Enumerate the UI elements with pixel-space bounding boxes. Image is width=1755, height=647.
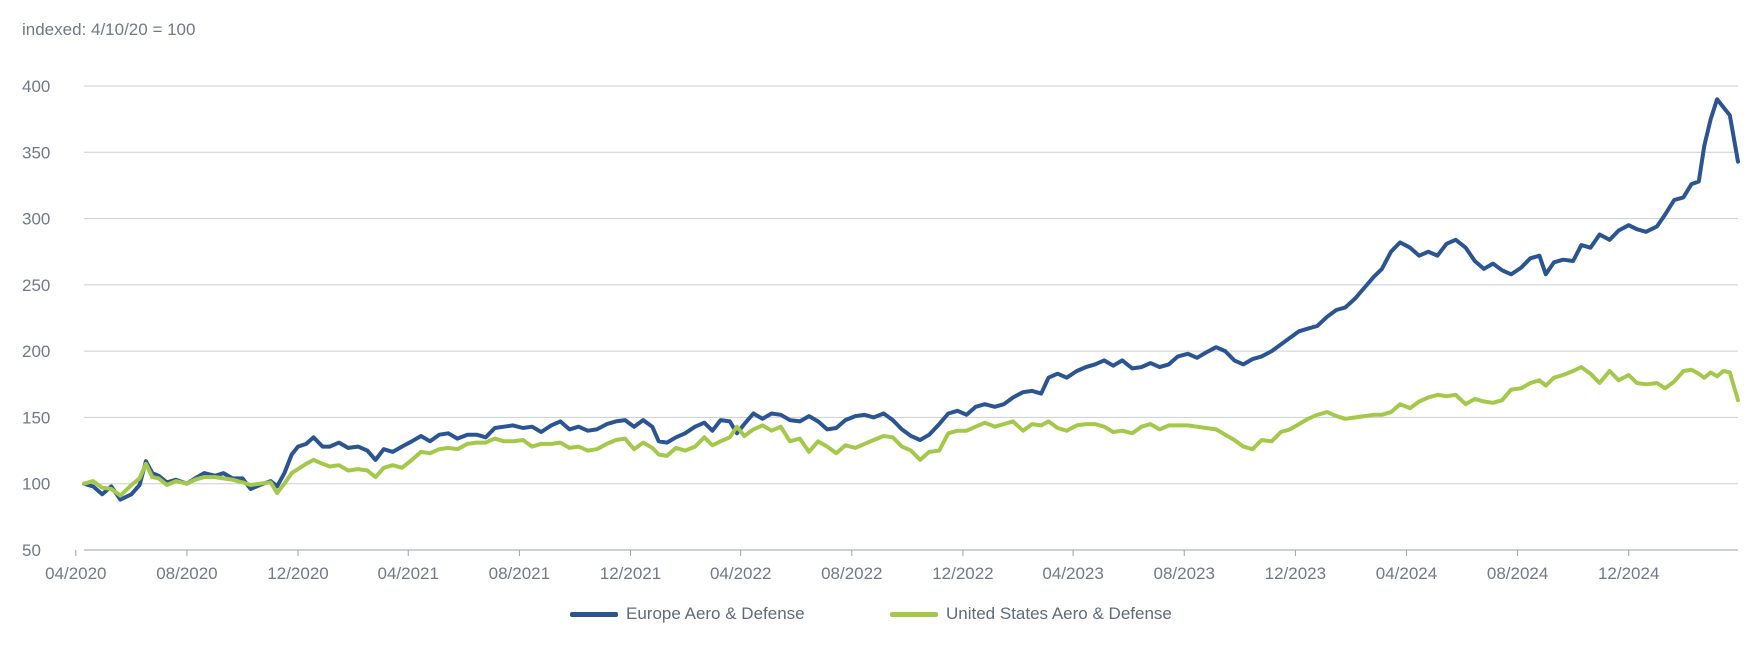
y-tick-label: 200 (22, 342, 50, 361)
x-tick-label: 12/2023 (1265, 564, 1326, 583)
legend-label-us: United States Aero & Defense (946, 604, 1172, 623)
grid-lines (84, 85, 1738, 551)
y-tick-label: 250 (22, 276, 50, 295)
y-tick-label: 50 (22, 541, 41, 560)
series-line-europe (82, 97, 1740, 502)
y-tick-label: 350 (22, 143, 50, 162)
y-tick-label: 300 (22, 210, 50, 229)
x-tick-label: 04/2020 (45, 564, 106, 583)
x-tick-label: 12/2024 (1598, 564, 1659, 583)
chart-subtitle: indexed: 4/10/20 = 100 (22, 20, 196, 39)
legend-swatch-us (890, 611, 938, 617)
x-tick-label: 04/2021 (378, 564, 439, 583)
legend-swatch-europe (570, 611, 618, 617)
y-tick-label: 150 (22, 408, 50, 427)
legend-item-europe: Europe Aero & Defense (570, 604, 805, 624)
x-tick-label: 08/2022 (821, 564, 882, 583)
series-line-us (82, 365, 1740, 498)
x-tick-label: 08/2020 (156, 564, 217, 583)
y-tick-label: 100 (22, 475, 50, 494)
y-tick-label: 400 (22, 77, 50, 96)
x-tick-label: 04/2024 (1376, 564, 1437, 583)
x-tick-label: 08/2021 (489, 564, 550, 583)
legend: Europe Aero & Defense United States Aero… (0, 604, 1755, 634)
x-tick-label: 12/2020 (267, 564, 328, 583)
x-tick-label: 04/2022 (710, 564, 771, 583)
y-axis-labels: 50 100 150 200 250 300 350 400 (22, 77, 50, 560)
x-tick-label: 08/2024 (1487, 564, 1548, 583)
series-lines (82, 97, 1740, 502)
x-axis: 04/2020 08/2020 12/2020 04/2021 08/2021 12/20… (45, 550, 1659, 583)
x-tick-label: 04/2023 (1042, 564, 1103, 583)
x-tick-label: 12/2021 (600, 564, 661, 583)
legend-item-us: United States Aero & Defense (890, 604, 1172, 624)
x-tick-label: 12/2022 (932, 564, 993, 583)
legend-label-europe: Europe Aero & Defense (626, 604, 805, 623)
x-tick-label: 08/2023 (1154, 564, 1215, 583)
